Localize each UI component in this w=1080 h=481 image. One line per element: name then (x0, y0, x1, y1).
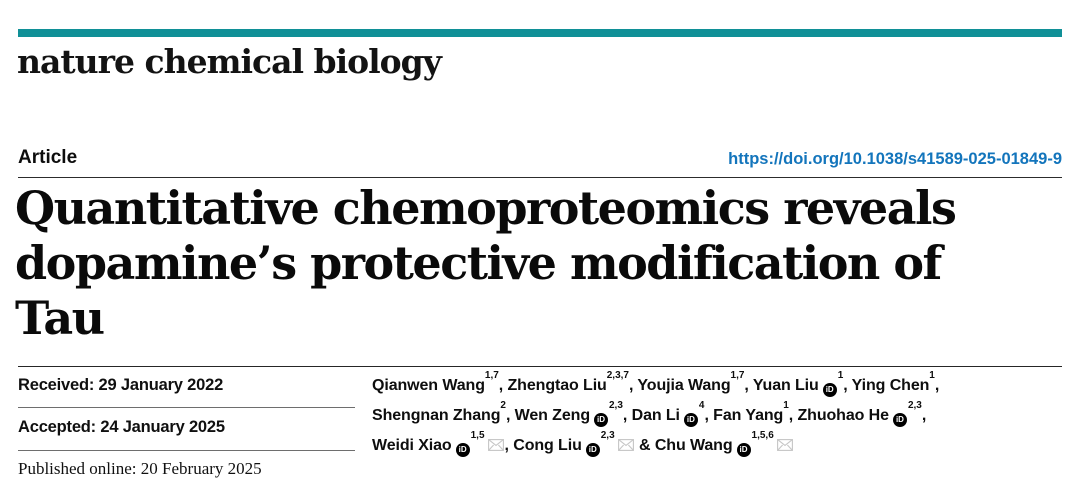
author-name: Shengnan Zhang (372, 407, 501, 424)
received-divider (18, 407, 355, 408)
author-affiliation-superscript: 2,3,7 (606, 369, 629, 381)
author-name: Qianwen Wang (372, 377, 485, 394)
header-divider (18, 177, 1062, 178)
orcid-icon[interactable]: iD (455, 442, 470, 457)
author-affiliation-superscript: 4 (698, 399, 705, 411)
journal-accent-bar (18, 29, 1062, 37)
author-name: Zhuohao He (797, 407, 889, 424)
author-name: Chu Wang (654, 437, 733, 454)
author-affiliation-superscript: 1 (837, 369, 844, 381)
envelope-icon[interactable] (615, 437, 635, 454)
paper-title-line1: Quantitative chemoproteomics reveals (15, 181, 957, 235)
author-affiliation-superscript: 1,5,6 (751, 429, 774, 441)
received-date: Received: 29 January 2022 (18, 376, 224, 394)
author-name: Yuan Liu (752, 377, 819, 394)
author-name: Zhengtao Liu (507, 377, 607, 394)
author-affiliation-superscript: 2,3 (600, 429, 615, 441)
author-affiliation-superscript: 2,3 (609, 399, 623, 411)
author-affiliation-superscript: 1 (783, 399, 789, 411)
envelope-icon[interactable] (485, 437, 505, 454)
doi-link[interactable]: https://doi.org/10.1038/s41589-025-01849… (728, 150, 1062, 168)
author-affiliation-superscript: 2 (500, 399, 506, 411)
published-date: Published online: 20 February 2025 (18, 459, 262, 478)
orcid-icon[interactable]: iD (736, 442, 751, 457)
author-name: Ying Chen (851, 377, 930, 394)
orcid-icon[interactable]: iD (822, 382, 837, 397)
orcid-icon[interactable]: iD (892, 412, 907, 427)
author-name: Cong Liu (513, 437, 582, 454)
paper-title-line2: dopamine’s protective modification of Ta… (15, 236, 942, 345)
author-affiliation-superscript: 2,3 (907, 399, 922, 411)
paper-title: Quantitative chemoproteomics reveals dopa… (15, 181, 1035, 346)
author-name: Dan Li (631, 407, 680, 424)
author-name: Wen Zeng (514, 407, 590, 424)
accepted-date: Accepted: 24 January 2025 (18, 418, 225, 436)
author-name: Weidi Xiao (372, 437, 452, 454)
orcid-icon[interactable]: iD (594, 412, 608, 427)
author-name: Fan Yang (713, 407, 784, 424)
author-affiliation-superscript: 1,7 (730, 369, 745, 381)
accepted-divider (18, 450, 355, 451)
envelope-icon[interactable] (774, 437, 794, 454)
author-affiliation-superscript: 1 (929, 369, 935, 381)
orcid-icon[interactable]: iD (585, 442, 600, 457)
article-type-label: Article (18, 147, 78, 168)
author-affiliation-superscript: 1,7 (484, 369, 499, 381)
meta-top-divider (18, 366, 1062, 367)
journal-logo: nature chemical biology (17, 42, 442, 81)
author-affiliation-superscript: 1,5 (470, 429, 485, 441)
orcid-icon[interactable]: iD (683, 412, 698, 427)
author-name: Youjia Wang (637, 377, 731, 394)
author-list: Qianwen Wang1,7, Zhengtao Liu2,3,7, Youj… (372, 369, 1080, 461)
